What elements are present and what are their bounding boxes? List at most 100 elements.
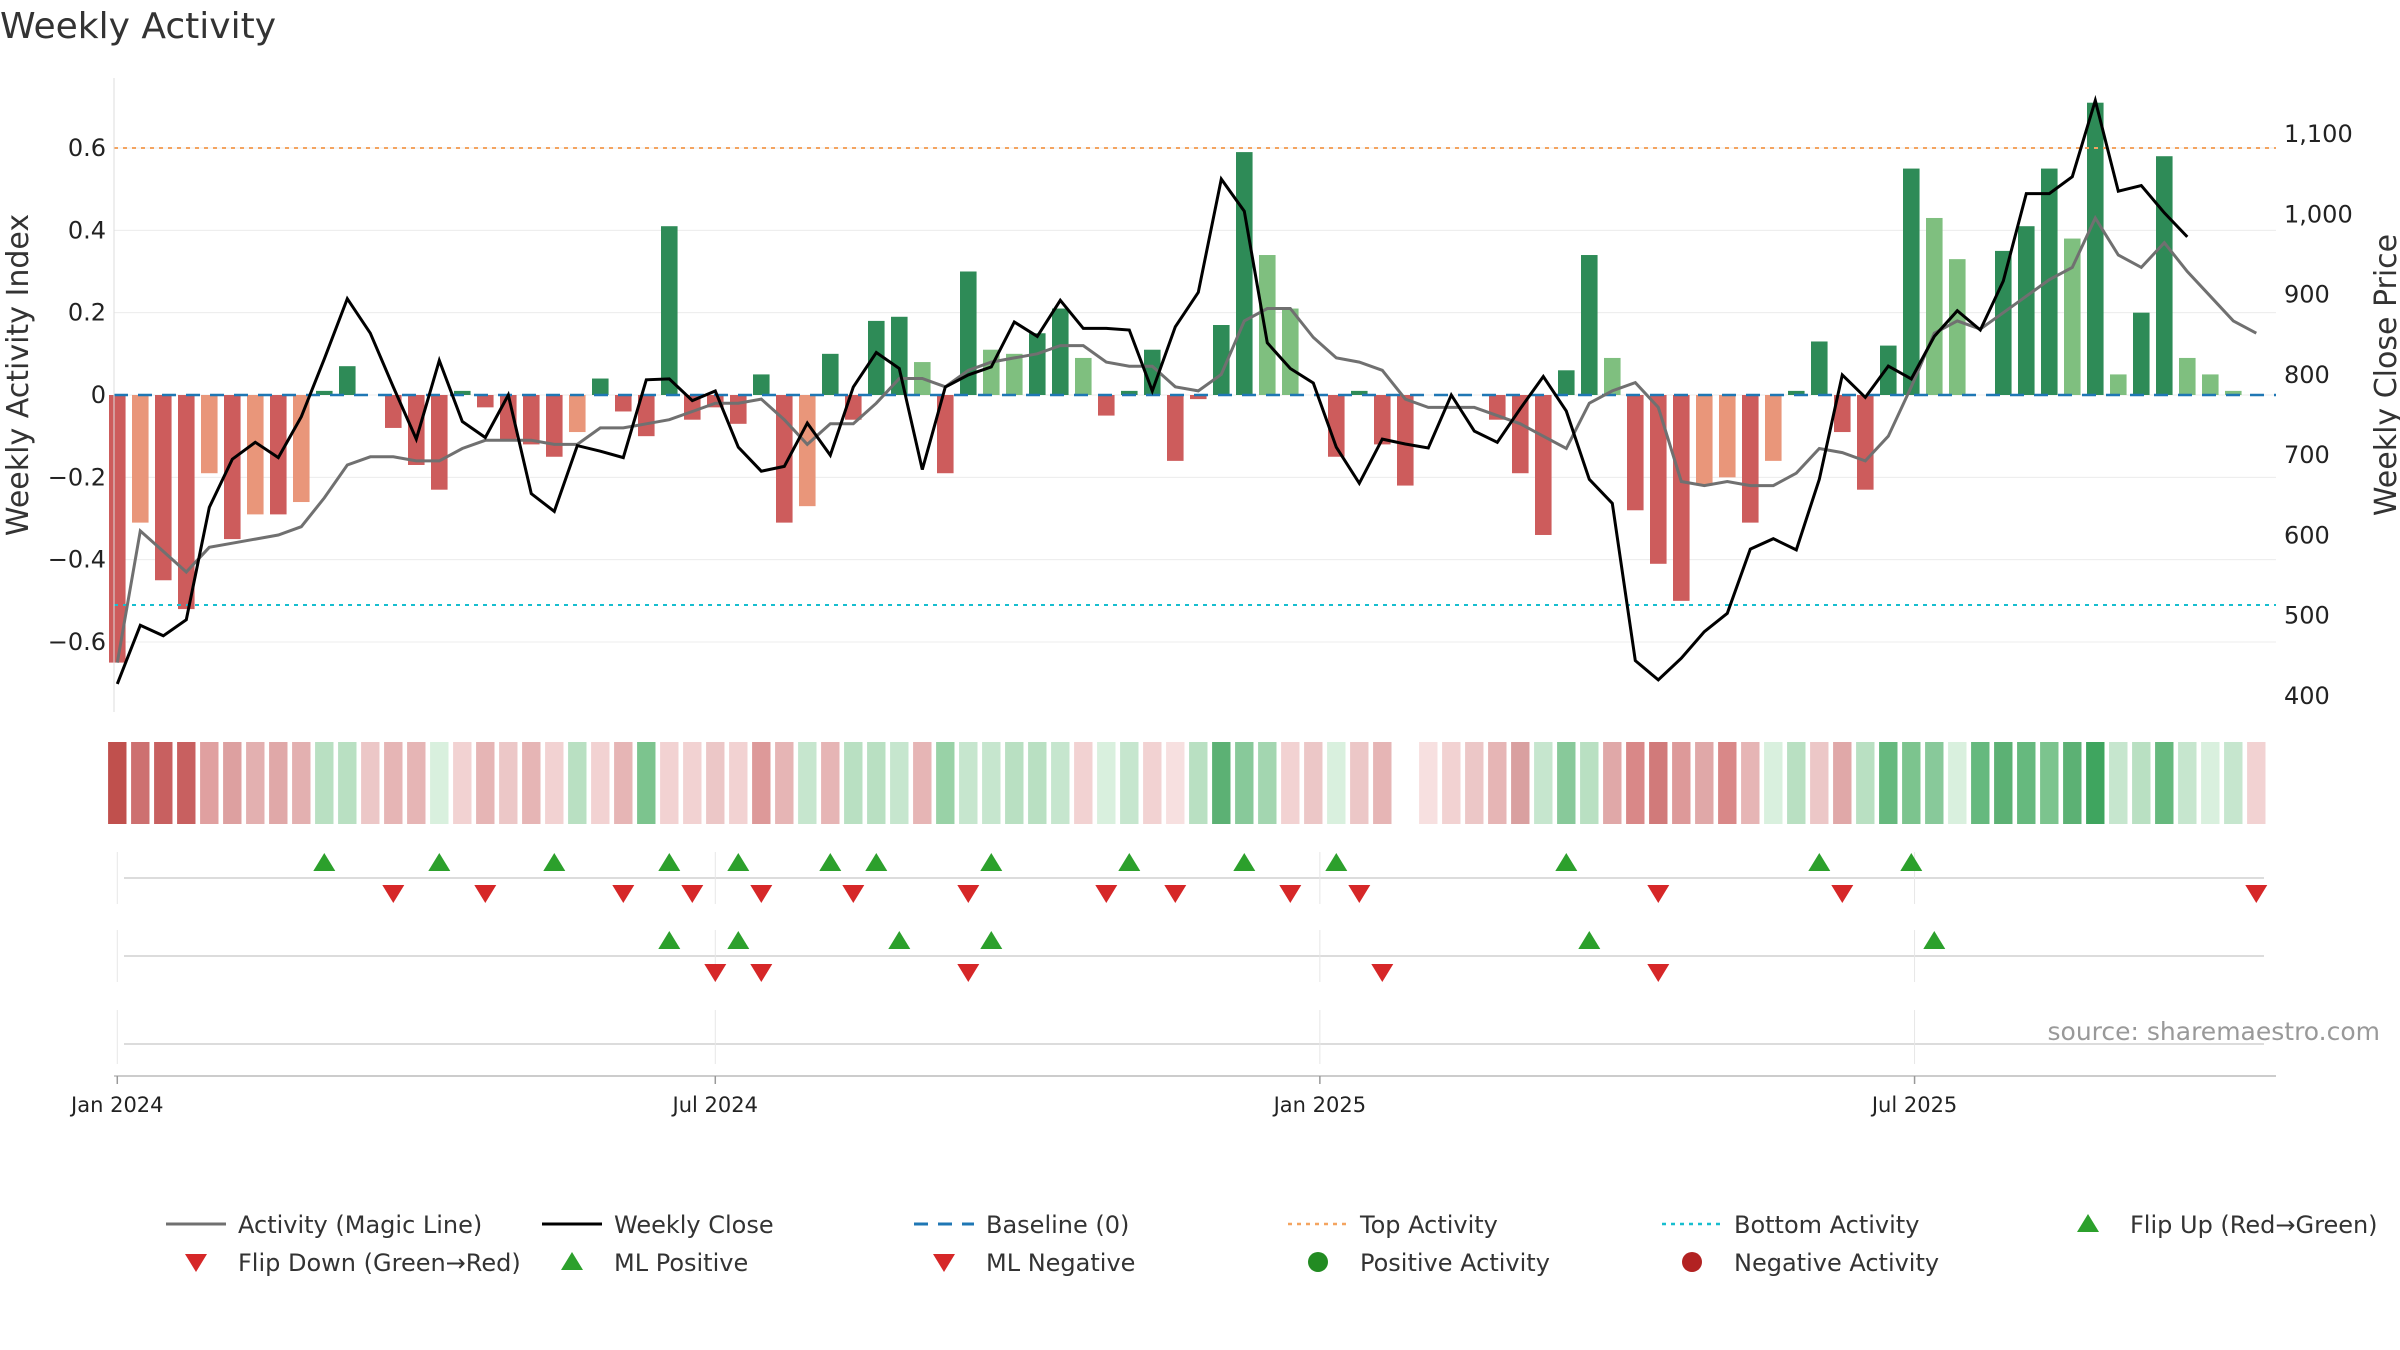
activity-bar [1581, 255, 1598, 395]
activity-bar [1673, 395, 1690, 601]
strip-cell [706, 742, 725, 824]
activity-bar [1236, 152, 1253, 395]
strip-cell [913, 742, 932, 824]
activity-bar [937, 395, 954, 474]
strip-cell [453, 742, 472, 824]
activity-bar [293, 395, 310, 503]
strip-cell [637, 742, 656, 824]
activity-bar [1742, 395, 1759, 523]
y-tick-label: 0.2 [68, 299, 106, 327]
strip-cell [1304, 742, 1323, 824]
activity-bar [868, 320, 885, 395]
legend-item: Positive Activity [1308, 1249, 1550, 1277]
strip-cell [1879, 742, 1898, 824]
activity-bar [2202, 374, 2219, 395]
strip-cell [1948, 742, 1967, 824]
legend-item: Baseline (0) [914, 1211, 1129, 1239]
activity-bar [2133, 312, 2150, 395]
strip-cell [1373, 742, 1392, 824]
strip-cell [338, 742, 357, 824]
strip-cell [2040, 742, 2059, 824]
strip-cell [982, 742, 1001, 824]
activity-bar [1834, 395, 1851, 433]
down-marker [1371, 964, 1394, 982]
activity-bar [1190, 395, 1207, 400]
strip-cell [1005, 742, 1024, 824]
legend-swatch [185, 1254, 207, 1272]
y2-tick-label: 900 [2284, 281, 2330, 309]
strip-cell [200, 742, 219, 824]
activity-bar [2087, 102, 2104, 396]
legend-item: ML Positive [561, 1249, 748, 1277]
strip-cell [522, 742, 541, 824]
strip-cell [499, 742, 518, 824]
up-marker [1900, 853, 1923, 871]
legend-label: Positive Activity [1360, 1249, 1550, 1277]
down-marker [382, 885, 405, 903]
strip-cell [2017, 742, 2036, 824]
y2-tick-label: 400 [2284, 682, 2330, 710]
activity-bar [891, 316, 908, 395]
y-tick-label: 0.6 [68, 134, 106, 162]
activity-bar [1880, 345, 1897, 395]
strip-cell [568, 742, 587, 824]
up-marker [1118, 853, 1141, 871]
strip-cell [1557, 742, 1576, 824]
legend-label: ML Positive [614, 1249, 748, 1277]
activity-bar [2225, 390, 2242, 395]
strip-cell [1511, 742, 1530, 824]
strip-cell [2063, 742, 2082, 824]
strip-cell [2247, 742, 2266, 824]
strip-cell [1971, 742, 1990, 824]
activity-bar [1650, 395, 1667, 564]
strip-cell [1051, 742, 1070, 824]
legend-swatch [561, 1252, 583, 1270]
strip-cell [591, 742, 610, 824]
activity-bar [385, 395, 402, 428]
strip-cell [2178, 742, 2197, 824]
activity-bar [569, 395, 586, 433]
up-marker [888, 931, 911, 949]
strip-cell [1465, 742, 1484, 824]
activity-bar [1167, 395, 1184, 461]
strip-cell [407, 742, 426, 824]
strip-cell [1442, 742, 1461, 824]
y2-tick-label: 800 [2284, 361, 2330, 389]
activity-bar [1604, 357, 1621, 395]
chart-title: Weekly Activity [0, 6, 276, 47]
activity-bar [132, 395, 149, 523]
date-axis: Jan 2024 Jul 2024 Jan 2025 Jul 2025 [69, 1075, 2276, 1117]
activity-bar [1075, 357, 1092, 395]
down-marker [1647, 964, 1670, 982]
activity-bar [1282, 308, 1299, 395]
activity-bar [776, 395, 793, 523]
strip-cell [476, 742, 495, 824]
series-lines [115, 94, 2258, 685]
legend-label: Baseline (0) [986, 1211, 1129, 1239]
legend-swatch [933, 1254, 955, 1272]
activity-bar [1903, 168, 1920, 395]
activity-bar [477, 395, 494, 408]
up-marker [819, 853, 842, 871]
legend-swatch [2077, 1214, 2099, 1232]
activity-bar [1328, 395, 1345, 457]
legend-item: Weekly Close [542, 1211, 774, 1239]
activity-bar [1719, 395, 1736, 478]
activity-bar [316, 390, 333, 395]
strip-cell [821, 742, 840, 824]
activity-bar [247, 395, 264, 515]
activity-bar [661, 226, 678, 395]
strip-cell [1718, 742, 1737, 824]
y2-tick-label: 500 [2284, 602, 2330, 630]
y2-tick-label: 700 [2284, 441, 2330, 469]
activity-bar [1029, 333, 1046, 395]
y2-tick-label: 1,000 [2284, 200, 2353, 228]
legend-item: Flip Down (Green→Red) [185, 1249, 521, 1277]
up-marker [428, 853, 451, 871]
activity-bar [2110, 374, 2127, 395]
strip-cell [384, 742, 403, 824]
down-marker [957, 964, 980, 982]
activity-bar [1857, 395, 1874, 490]
signal-markers [116, 852, 2268, 1064]
axes: 0.6 0.4 0.2 0 −0.2 −0.4 −0.6 1,100 1,000 900 800 70… [48, 78, 2353, 712]
